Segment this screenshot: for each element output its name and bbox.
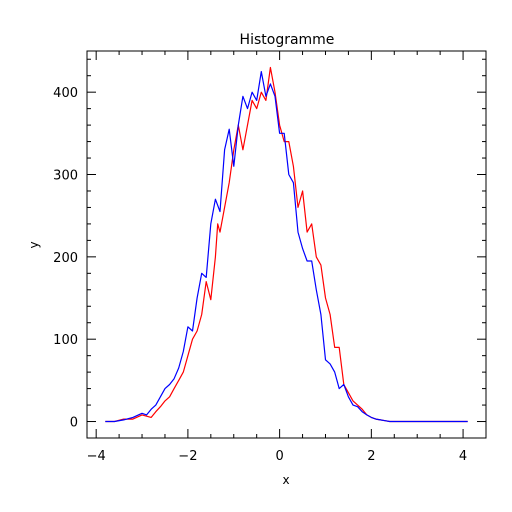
y-tick-label: 0 xyxy=(70,416,78,431)
y-tick-label: 200 xyxy=(53,251,78,266)
y-tick-label: 400 xyxy=(53,86,78,101)
plot-frame xyxy=(86,50,487,439)
x-tick-label: 0 xyxy=(275,449,283,464)
x-tick-label: −2 xyxy=(178,449,197,464)
x-tick-label: 4 xyxy=(459,449,467,464)
axis-ticks xyxy=(87,51,487,438)
x-axis-label: x xyxy=(282,473,289,487)
series-line-2 xyxy=(105,70,468,423)
x-tick-label: 2 xyxy=(367,449,375,464)
y-tick-labels: 0 100 200 300 400 xyxy=(53,86,78,430)
chart-title: Histogramme xyxy=(240,32,335,48)
series-layer xyxy=(105,66,468,423)
y-axis-label: y xyxy=(27,241,41,248)
x-tick-labels: −4 −2 0 2 4 xyxy=(87,449,468,464)
x-tick-label: −4 xyxy=(87,449,106,464)
y-tick-label: 100 xyxy=(53,333,78,348)
y-tick-label: 300 xyxy=(53,169,78,184)
